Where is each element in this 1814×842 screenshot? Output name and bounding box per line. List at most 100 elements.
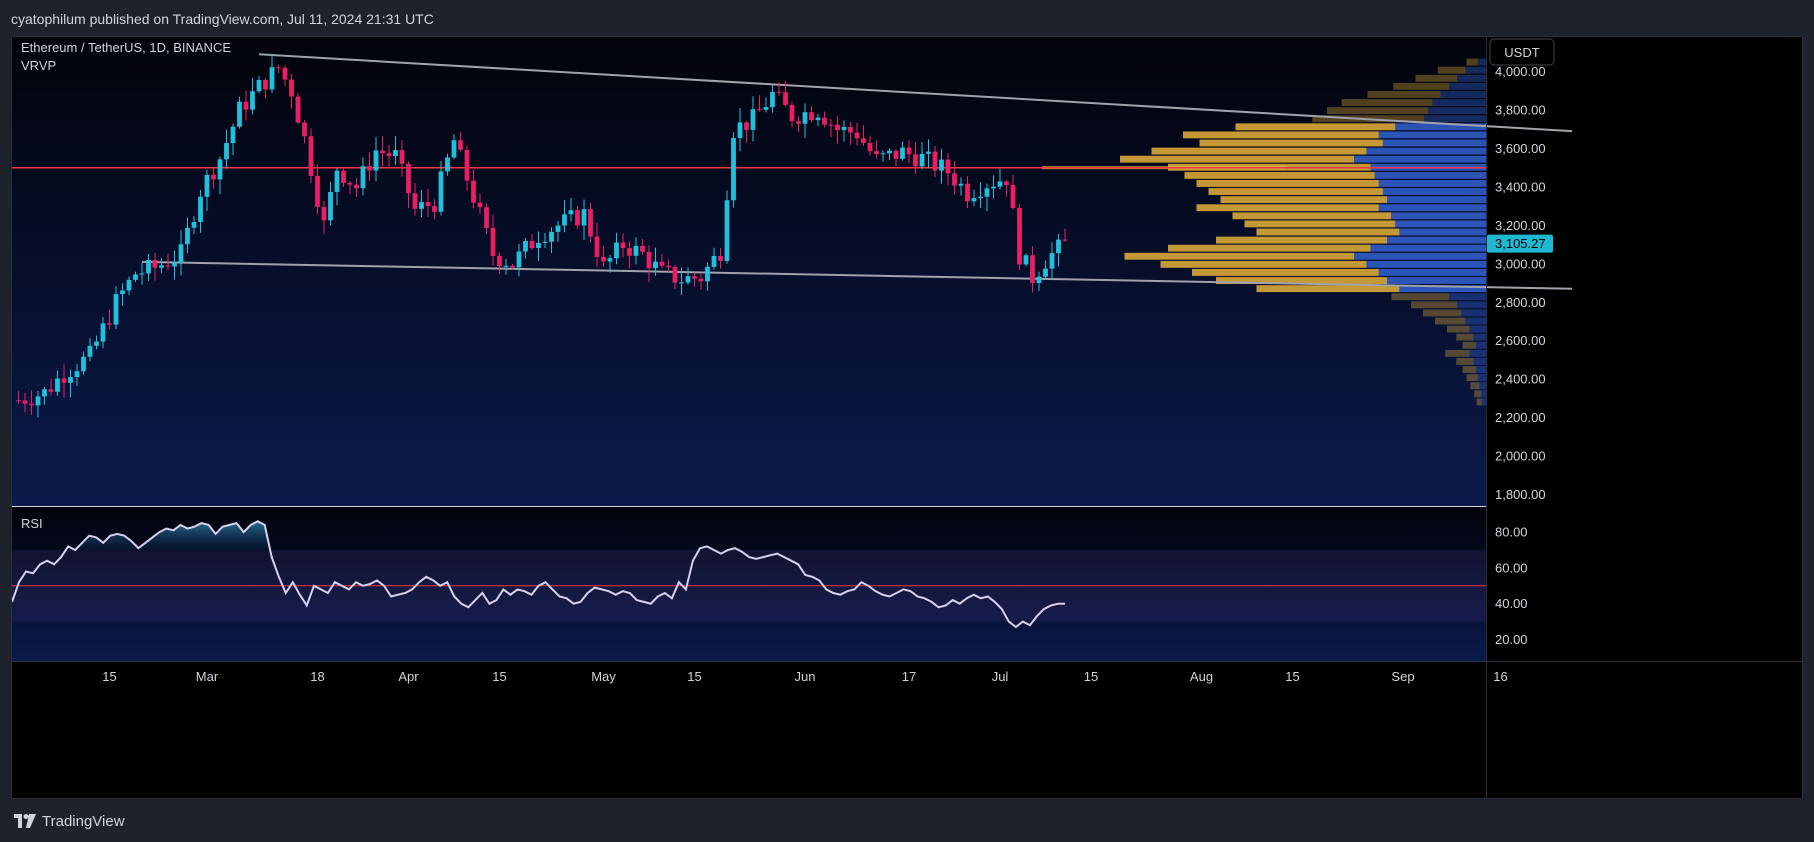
trendline-1[interactable] [258,53,1573,133]
candle-body[interactable] [243,101,249,110]
candle-body[interactable] [750,109,756,130]
candle-body[interactable] [100,323,106,342]
candle-body[interactable] [588,209,593,237]
candles[interactable] [16,54,1068,418]
candle-body[interactable] [965,183,970,202]
trendline-2[interactable] [141,260,1573,290]
candle-body[interactable] [419,202,424,209]
candle-body[interactable] [1004,181,1009,186]
candle-body[interactable] [510,265,515,268]
candle-body[interactable] [211,174,216,180]
candle-body[interactable] [289,79,294,97]
candle-body[interactable] [503,265,509,267]
candle-body[interactable] [919,153,925,167]
candle-body[interactable] [380,150,385,154]
candle-body[interactable] [1017,207,1022,265]
candle-body[interactable] [594,236,600,257]
candle-body[interactable] [42,389,47,397]
candle-body[interactable] [1010,185,1016,208]
candle-body[interactable] [841,126,847,131]
candle-body[interactable] [952,173,957,186]
candle-body[interactable] [1062,239,1068,241]
candle-body[interactable] [848,126,853,133]
candle-body[interactable] [815,117,821,121]
currency-button[interactable]: USDT [1489,38,1555,66]
candle-body[interactable] [835,124,840,131]
candle-body[interactable] [971,198,977,202]
candle-body[interactable] [464,149,470,181]
candle-body[interactable] [146,259,151,274]
candle-body[interactable] [601,256,606,262]
candle-body[interactable] [997,181,1003,187]
candle-body[interactable] [672,267,678,283]
candle-body[interactable] [640,245,645,252]
candle-body[interactable] [217,159,223,180]
candle-body[interactable] [263,79,268,90]
candle-body[interactable] [471,180,476,203]
candle-body[interactable] [646,251,652,269]
candle-body[interactable] [126,279,132,291]
tradingview-logo[interactable]: TradingView [14,810,125,832]
candle-body[interactable] [237,101,242,127]
candle-body[interactable] [906,147,912,155]
candle-body[interactable] [575,210,580,226]
candle-body[interactable] [497,255,502,267]
candle-body[interactable] [880,153,886,155]
candle-body[interactable] [984,188,990,197]
candle-body[interactable] [796,121,801,124]
candle-body[interactable] [445,157,450,172]
candle-body[interactable] [68,377,73,383]
candle-body[interactable] [555,225,561,232]
candle-body[interactable] [120,290,125,295]
candle-body[interactable] [1036,276,1042,284]
candle-body[interactable] [867,142,873,152]
candle-body[interactable] [477,202,483,208]
candle-body[interactable] [679,282,684,284]
candle-body[interactable] [484,207,489,228]
candle-body[interactable] [978,196,983,199]
candle-body[interactable] [770,91,775,108]
candle-body[interactable] [607,258,613,262]
candle-body[interactable] [523,240,528,252]
candle-body[interactable] [406,163,411,194]
candle-body[interactable] [854,132,860,139]
candle-body[interactable] [438,171,444,212]
candle-body[interactable] [172,262,177,267]
candle-body[interactable] [614,242,619,259]
candle-body[interactable] [939,159,944,171]
candle-body[interactable] [516,251,522,268]
candle-body[interactable] [94,341,99,346]
candle-body[interactable] [224,143,229,160]
candle-body[interactable] [16,400,21,402]
candle-body[interactable] [633,245,639,256]
candle-body[interactable] [802,112,808,124]
candle-body[interactable] [932,151,938,171]
candle-body[interactable] [659,261,665,266]
candle-body[interactable] [393,150,398,157]
candle-body[interactable] [295,96,301,123]
candle-body[interactable] [113,294,119,325]
candle-body[interactable] [204,174,210,197]
candle-body[interactable] [107,323,112,325]
candle-body[interactable] [276,67,281,69]
candle-body[interactable] [87,345,93,357]
candle-body[interactable] [718,255,723,261]
candle-body[interactable] [1043,268,1048,277]
candle-body[interactable] [913,154,918,167]
candle-body[interactable] [198,196,203,222]
candle-body[interactable] [536,242,541,249]
candle-body[interactable] [887,150,892,154]
symbol-legend[interactable]: Ethereum / TetherUS, 1D, BINANCE [21,40,231,55]
candle-body[interactable] [432,206,437,212]
candle-body[interactable] [581,209,587,226]
candle-body[interactable] [763,107,769,110]
candle-body[interactable] [354,184,359,189]
candle-body[interactable] [451,140,457,158]
candle-body[interactable] [653,261,658,269]
trendlines[interactable] [12,53,1573,290]
candle-body[interactable] [386,153,392,157]
candle-body[interactable] [321,206,327,221]
candle-body[interactable] [685,276,691,283]
candle-body[interactable] [926,151,931,154]
candle-body[interactable] [789,104,795,122]
